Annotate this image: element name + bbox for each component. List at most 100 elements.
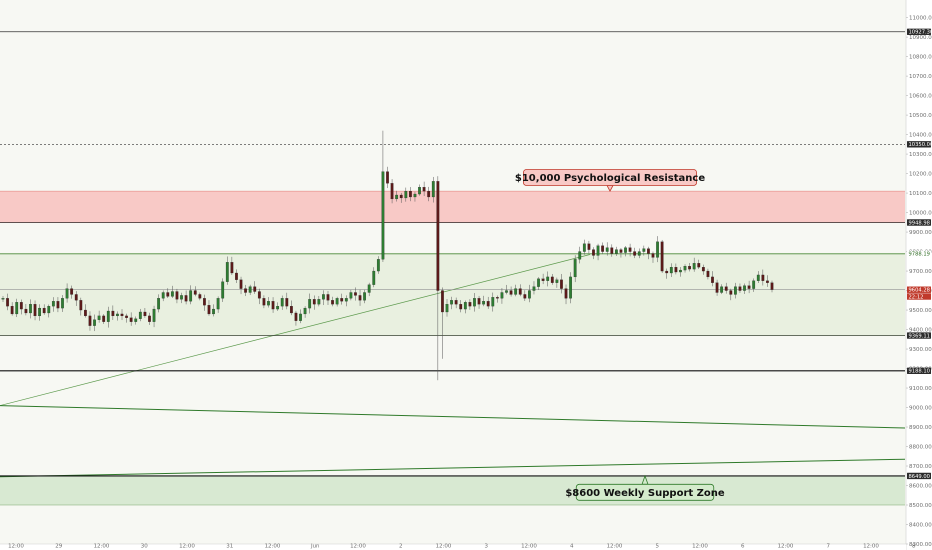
candle-body (97, 315, 101, 320)
candle-body (454, 300, 458, 305)
price-axis-background (906, 0, 932, 550)
time-tick-label: 12:00 (521, 544, 537, 550)
time-tick-label: 12:00 (692, 544, 708, 550)
candle-body (166, 292, 170, 297)
countdown-badge-label: 22:12 (909, 294, 924, 300)
candle-body (688, 266, 691, 270)
candle-body (51, 301, 55, 307)
candle-body (495, 297, 499, 299)
price-badge-4-label: 9788.19 (909, 252, 930, 258)
candle-body (376, 259, 380, 272)
candle-body (79, 300, 83, 311)
candle-body (706, 270, 710, 278)
price-tick-label: 10600.00 (909, 94, 932, 100)
candle-body (404, 190, 408, 199)
zone-support (0, 475, 905, 506)
candle-body (729, 290, 733, 295)
price-tick-label: 8500.00 (909, 503, 932, 509)
candle-body (363, 292, 366, 301)
candle-body (441, 290, 444, 313)
candle-body (720, 286, 724, 293)
candle-body (116, 313, 119, 317)
candle-body (317, 299, 321, 305)
candle-body (651, 253, 655, 258)
candle-body (614, 249, 618, 254)
candle-body (235, 272, 238, 280)
candle-body (436, 181, 440, 291)
candle-body (399, 194, 403, 199)
price-tick-label: 9100.00 (909, 386, 932, 392)
price-tick-label: 10900.00 (909, 35, 932, 41)
candle-body (514, 288, 518, 295)
candle-body (665, 270, 669, 274)
candle-body (582, 243, 586, 252)
candle-body (596, 245, 600, 256)
candle-body (578, 251, 582, 260)
annotation-2-box (575, 483, 715, 501)
candle-body (546, 276, 550, 281)
candle-body (624, 247, 627, 253)
time-tick-label: 12:00 (778, 544, 794, 550)
candle-body (216, 298, 220, 310)
candle-body (189, 290, 193, 302)
candle-body (125, 315, 128, 318)
candle-body (756, 274, 760, 281)
time-tick-label: 12:00 (8, 544, 24, 550)
trend-line-3 (0, 458, 906, 478)
candle-body (47, 306, 51, 314)
price-badge-6-label: 9369.11 (909, 333, 930, 339)
candle-body (592, 249, 595, 256)
candle-body (1, 298, 5, 300)
candle-body (738, 286, 742, 291)
candles-layer (1, 130, 774, 381)
candle-body (569, 276, 572, 299)
candle-body (152, 308, 156, 322)
candle-body (633, 251, 637, 256)
price-badges-layer: 10927.30 10350.00 9948.98 9788.19 9604.28 936… (907, 28, 932, 480)
candle-body (770, 282, 774, 290)
candle-body (253, 286, 257, 292)
time-axis-background (0, 544, 906, 550)
candle-body (701, 267, 705, 272)
candle-body (294, 312, 298, 321)
candle-body (93, 319, 96, 326)
candle-body (193, 290, 197, 295)
candle-body (358, 295, 362, 301)
price-tick-label: 9900.00 (909, 230, 932, 236)
candle-body (541, 278, 545, 281)
candle-body (280, 298, 284, 307)
price-badge-6 (907, 332, 931, 339)
candle-body (427, 190, 431, 198)
price-tick-label: 10100.00 (909, 191, 932, 197)
time-tick-label: 8 (912, 544, 916, 550)
candle-body (637, 251, 641, 256)
price-levels-layer (0, 31, 905, 477)
candle-body (143, 311, 147, 317)
candle-body (413, 193, 417, 198)
candle-body (395, 194, 399, 200)
candle-body (372, 270, 376, 285)
candle-body (170, 291, 174, 297)
candle-body (326, 294, 330, 301)
candle-body (647, 248, 650, 254)
annotations-layer: $10,000 Psychological Resistance $8600 We… (515, 169, 725, 501)
candle-body (766, 280, 769, 283)
candle-body (308, 299, 312, 309)
candle-body (381, 171, 385, 260)
candle-body (555, 279, 559, 283)
candle-body (61, 298, 64, 309)
price-badge-8-label: 8649.00 (909, 474, 930, 480)
time-tick-label: 12:00 (265, 544, 281, 550)
candle-body (161, 292, 165, 299)
candle-body (331, 300, 334, 305)
price-tick-label: 11000.00 (909, 16, 932, 22)
candle-body (207, 305, 211, 315)
candle-body (225, 262, 229, 282)
candle-body (70, 288, 74, 295)
candle-body (642, 248, 646, 252)
candle-body (335, 298, 339, 305)
candle-body (605, 247, 609, 252)
price-badge-1 (907, 28, 931, 35)
time-axis: 12:00 29 12:00 30 12:00 31 12:00 Jun 12:00 2 12:00… (0, 544, 916, 550)
